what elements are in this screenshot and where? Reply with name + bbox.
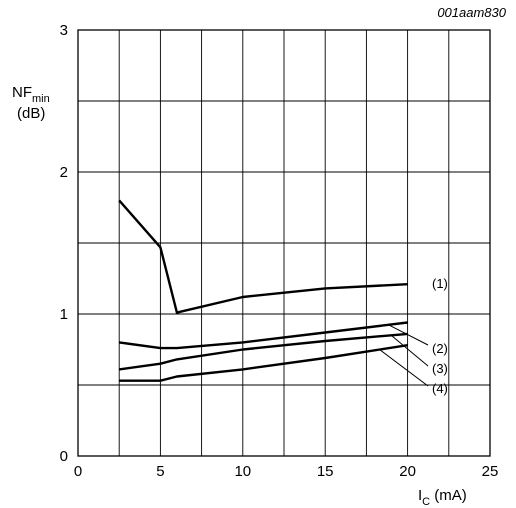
grid xyxy=(78,30,490,456)
series-line-2 xyxy=(119,321,408,350)
y-tick-label: 1 xyxy=(60,306,68,323)
y-axis-label: NFmin xyxy=(12,84,50,105)
x-tick-label: 5 xyxy=(156,463,164,480)
plot-frame xyxy=(77,29,491,457)
series-label: (1) xyxy=(432,276,448,291)
series-line-3 xyxy=(119,332,408,371)
series-group xyxy=(118,199,408,382)
leader-line xyxy=(390,334,429,367)
x-tick-label: 0 xyxy=(74,463,82,480)
x-tick-label: 10 xyxy=(234,463,251,480)
series-line-4 xyxy=(119,344,408,382)
leader-line xyxy=(389,324,429,346)
y-tick-label: 0 xyxy=(60,448,68,465)
y-tick-label: 2 xyxy=(60,164,68,181)
tick-labels: 0 5 10 15 20 25 0 1 2 3 xyxy=(60,22,499,480)
y-axis-unit: (dB) xyxy=(17,105,45,122)
x-tick-label: 15 xyxy=(317,463,334,480)
x-tick-label: 25 xyxy=(482,463,499,480)
series-label: (4) xyxy=(432,381,448,396)
series-label: (3) xyxy=(432,361,448,376)
x-axis-label: IC (mA) xyxy=(418,487,467,508)
x-tick-label: 20 xyxy=(399,463,416,480)
y-tick-label: 3 xyxy=(60,22,68,39)
leader-line xyxy=(379,349,429,387)
series-label: (2) xyxy=(432,341,448,356)
series-line-1 xyxy=(118,199,408,314)
figure-code: 001aam830 xyxy=(437,5,506,20)
leader-lines: (1) (2) (3) (4) xyxy=(379,276,448,396)
